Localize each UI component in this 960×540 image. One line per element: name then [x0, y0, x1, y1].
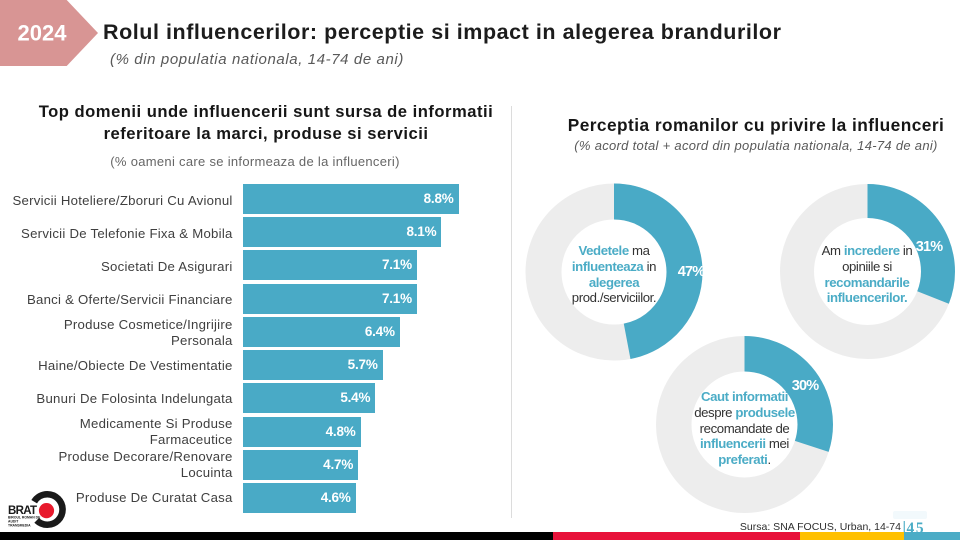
svg-text:BRAT: BRAT	[8, 505, 37, 517]
svg-text:BIROUL ROMAN DE: BIROUL ROMAN DE	[8, 516, 41, 520]
svg-text:AUDIT: AUDIT	[8, 520, 19, 524]
svg-text:TRANSMEDIA: TRANSMEDIA	[8, 524, 31, 528]
svg-text:2024: 2024	[18, 21, 68, 46]
